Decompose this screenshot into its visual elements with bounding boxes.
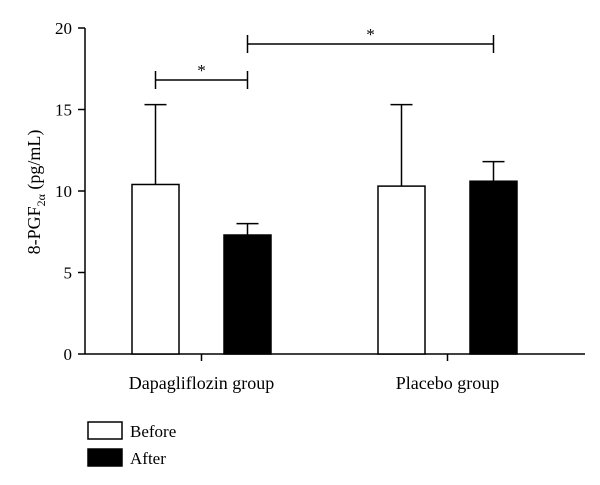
y-axis-label: 8-PGF2α (pg/mL)	[24, 130, 48, 255]
bar-before	[131, 183, 180, 355]
legend-label-after: After	[130, 449, 166, 468]
y-tick-label: 5	[64, 264, 73, 283]
x-category-label: Dapagliflozin group	[129, 373, 274, 393]
legend-swatch-after	[87, 448, 123, 467]
legend-swatch-before	[87, 421, 123, 440]
y-axis: 0 5 10 15 20	[55, 19, 86, 364]
y-tick-label: 0	[64, 345, 73, 364]
error-bars	[144, 103, 505, 236]
legend: Before After	[87, 421, 176, 468]
bar-after	[223, 234, 272, 355]
bar-before	[377, 185, 426, 355]
bar-after	[469, 180, 518, 355]
legend-label-before: Before	[130, 422, 176, 441]
significance-star: *	[197, 61, 206, 80]
y-tick-label: 10	[55, 182, 72, 201]
y-tick-label: 15	[55, 101, 72, 120]
x-axis: Dapagliflozin group Placebo group	[85, 353, 585, 393]
significance-star: *	[366, 25, 375, 44]
x-category-label: Placebo group	[396, 373, 499, 393]
y-tick-label: 20	[55, 19, 72, 38]
bars	[131, 180, 518, 355]
significance-brackets: **	[154, 25, 495, 89]
